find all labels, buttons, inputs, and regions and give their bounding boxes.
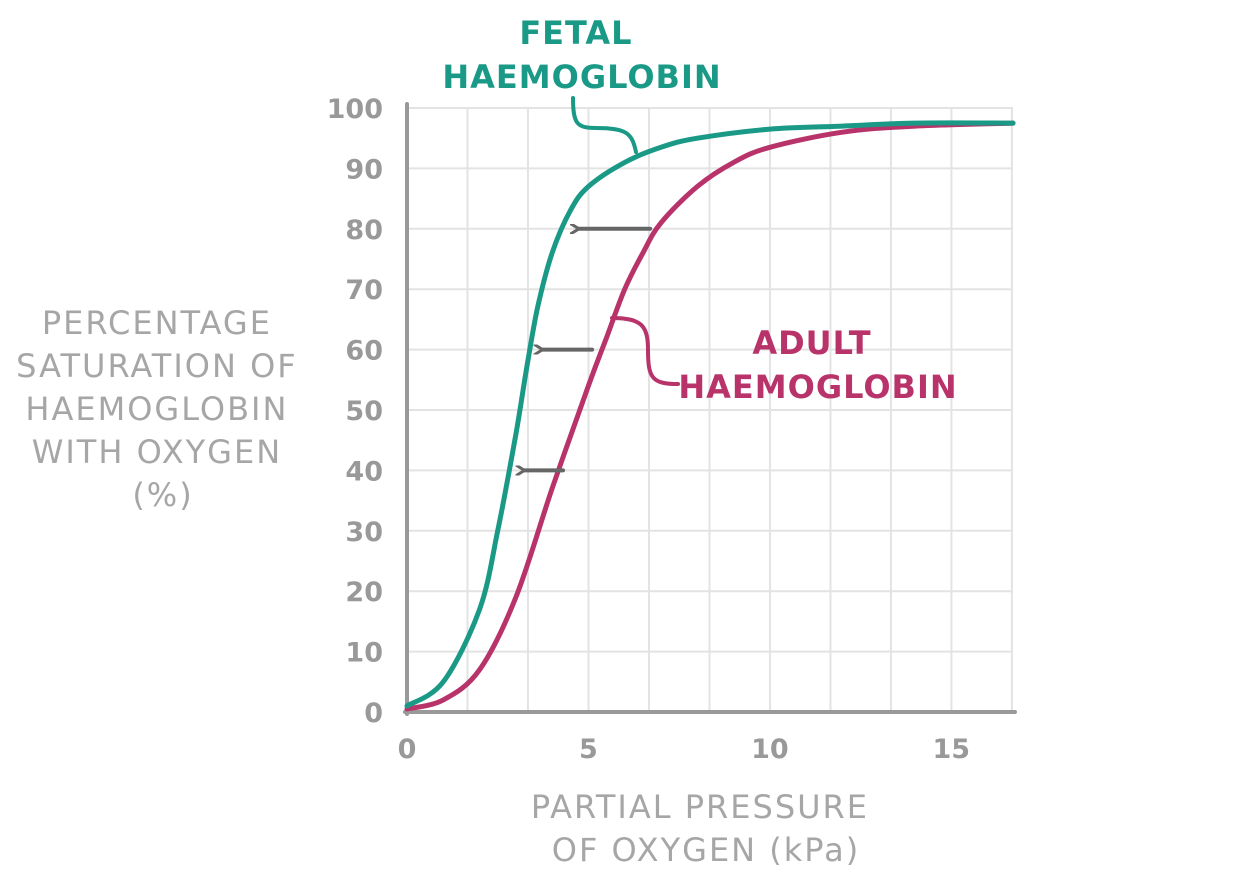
x-tick-label: 10: [751, 734, 789, 765]
x-axis-title-line-1: PARTIAL PRESSURE: [531, 788, 869, 826]
x-tick-label: 15: [933, 734, 971, 765]
y-tick-labels: 0 10 20 30 40 50 60 70 80 90 100: [327, 94, 383, 729]
fetal-series-label: FETAL HAEMOGLOBIN: [442, 14, 721, 96]
y-tick-label: 40: [345, 456, 383, 487]
x-tick-labels: 0 5 10 15: [398, 734, 970, 765]
fetal-label-line-1: FETAL: [519, 14, 632, 52]
grid-lines: [407, 107, 1013, 712]
x-axis-title: PARTIAL PRESSURE OF OXYGEN (kPa): [531, 788, 881, 869]
adult-label-line-1: ADULT: [752, 324, 871, 362]
fetal-label-leader: [571, 96, 638, 154]
axes: [403, 102, 1017, 716]
shift-arrows: [523, 229, 653, 471]
y-axis-title-line-1: PERCENTAGE: [42, 304, 272, 342]
y-tick-label: 0: [364, 698, 383, 729]
y-tick-label: 100: [327, 94, 383, 125]
adult-haemoglobin-curve: [404, 120, 1016, 712]
y-axis-title-line-3: HAEMOGLOBIN: [25, 390, 288, 428]
y-tick-label: 10: [345, 638, 383, 669]
x-tick-label: 5: [579, 734, 598, 765]
label-leader-lines: [571, 96, 680, 386]
y-tick-label: 30: [345, 517, 383, 548]
y-axis-title-line-5: (%): [132, 476, 193, 514]
y-tick-label: 90: [345, 154, 383, 185]
adult-series-label: ADULT HAEMOGLOBIN: [678, 324, 957, 406]
y-tick-label: 80: [345, 215, 383, 246]
fetal-haemoglobin-curve: [404, 120, 1016, 709]
y-axis-title-line-2: SATURATION OF: [16, 347, 298, 385]
y-tick-label: 70: [345, 275, 383, 306]
y-axis-title: PERCENTAGE SATURATION OF HAEMOGLOBIN WIT…: [16, 304, 310, 514]
fetal-label-line-2: HAEMOGLOBIN: [442, 58, 721, 96]
y-tick-label: 50: [345, 396, 383, 427]
x-axis-title-line-2: OF OXYGEN (kPa): [552, 831, 860, 869]
y-axis-title-line-4: WITH OXYGEN: [32, 433, 282, 471]
y-tick-label: 60: [345, 336, 383, 367]
x-tick-label: 0: [398, 734, 417, 765]
adult-label-line-2: HAEMOGLOBIN: [678, 368, 957, 406]
y-tick-label: 20: [345, 577, 383, 608]
series-lines: [404, 120, 1016, 712]
adult-label-leader: [610, 316, 680, 386]
